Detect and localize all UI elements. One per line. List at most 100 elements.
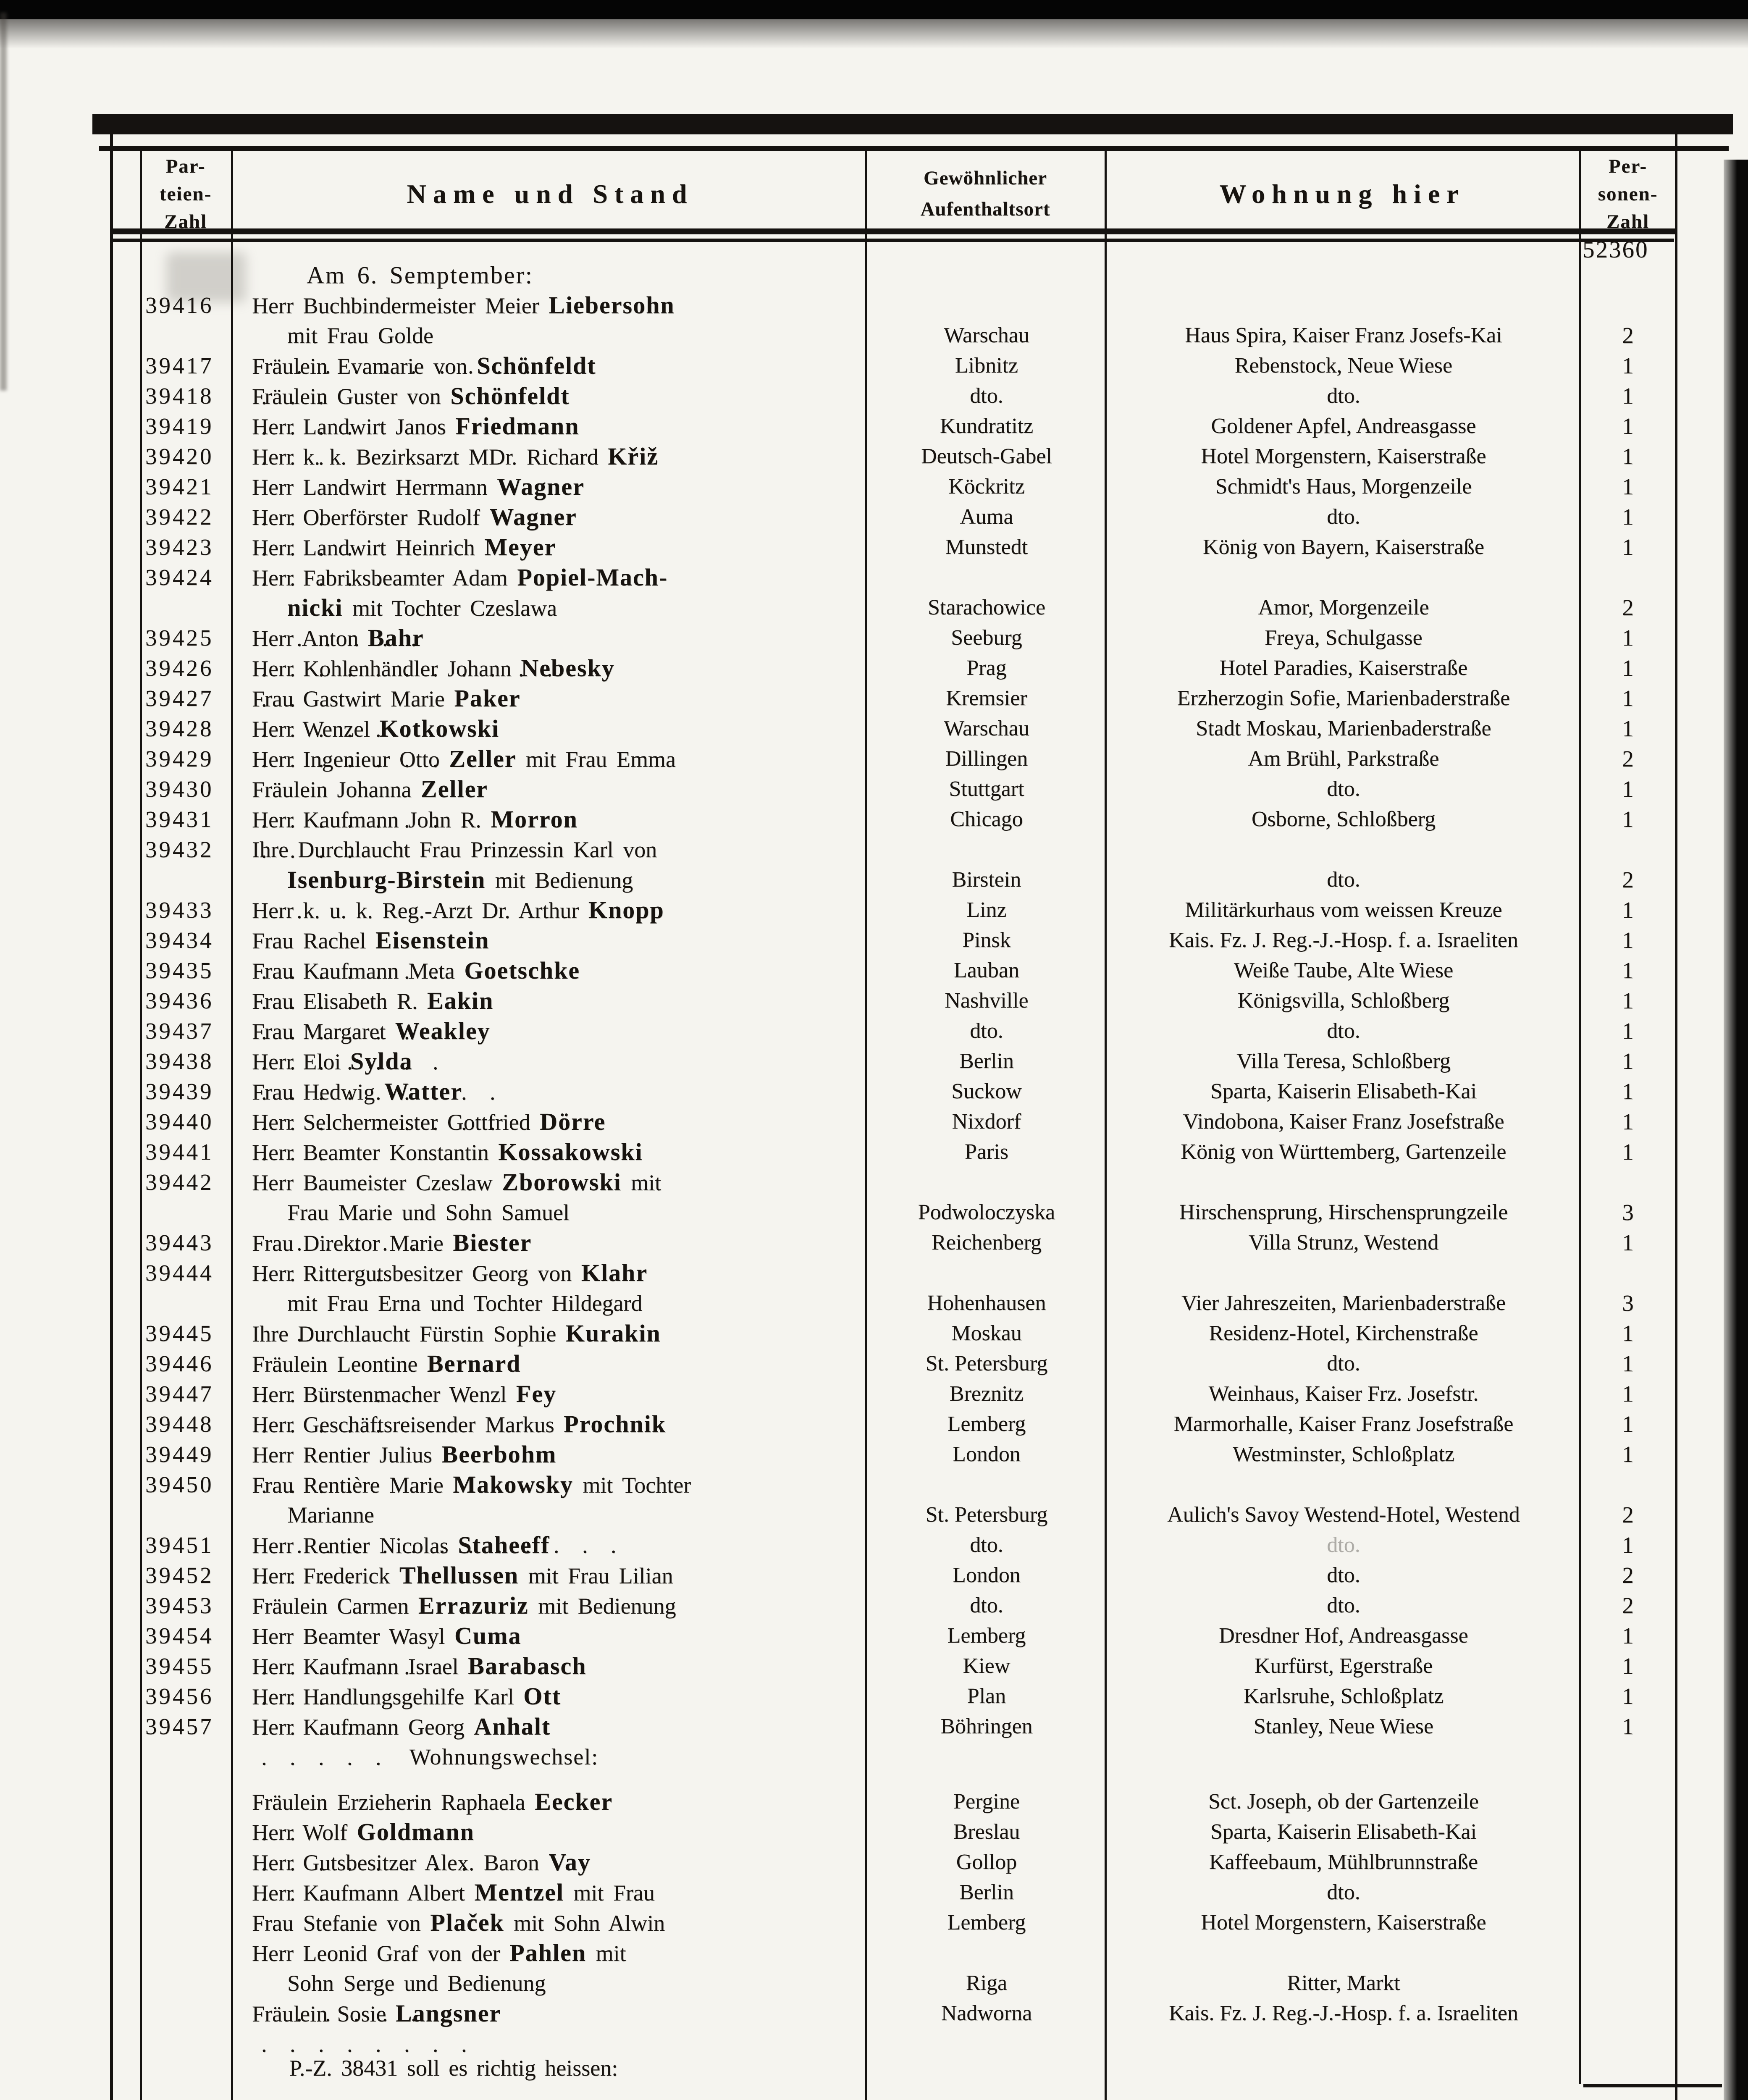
entry-personenzahl: 2 — [1622, 867, 1634, 892]
dot-leader: . . . . — [261, 414, 360, 439]
entry-parteienzahl: 39433 — [145, 897, 214, 923]
table-row: 39454 Herr Beamter Wasyl Cuma. . . . . .L… — [0, 1621, 1748, 1679]
entry-aufenthaltsort: Nashville — [945, 989, 1029, 1013]
entry-aufenthaltsort: Dillingen — [945, 747, 1028, 771]
entry-parteienzahl: 39432 — [145, 837, 214, 862]
entry-surname: Errazuriz — [418, 1592, 529, 1619]
dot-leader: . . . . — [261, 1563, 360, 1588]
entry-aufenthaltsort: Plan — [967, 1684, 1006, 1708]
entry-name: Frau Gastwirt Marie Paker. . . . . . — [252, 683, 521, 744]
entry-wohnung: Hotel Paradies, Kaiserstraße — [1219, 656, 1468, 680]
column-rule-name-ort — [865, 151, 867, 2100]
entry-wohnung: Kais. Fz. J. Reg.-J.-Hosp. f. a. Israeli… — [1169, 928, 1518, 952]
entry-surname: Vay — [549, 1848, 591, 1876]
entry-aufenthaltsort: Seeburg — [951, 626, 1022, 650]
table-row: Frau Stefanie von Plaček mit Sohn Alwin L… — [0, 1908, 1748, 1938]
entry-parteienzahl: 39421 — [145, 474, 214, 499]
entry-parteienzahl: 39424 — [145, 564, 214, 590]
dot-leader: . . . — [261, 1684, 331, 1709]
entry-aufenthaltsort: Suckow — [951, 1079, 1022, 1103]
table-row: Herr Leonid Graf von der Pahlen mit — [0, 1938, 1748, 1968]
entry-name: Herr Beamter Wasyl Cuma. . . . . . — [252, 1621, 521, 1682]
entry-personenzahl: 1 — [1622, 504, 1634, 530]
table-row: 39438 Herr Eloi Sylda. . . . . . . . . Ber… — [0, 1046, 1748, 1105]
dot-leader: . . . . . . . — [261, 958, 445, 984]
entry-aufenthaltsort: Birstein — [952, 868, 1021, 892]
table-row: 39446 Fräulein Leontine Bernard. . . . . … — [0, 1349, 1748, 1407]
entry-personenzahl: 2 — [1622, 1562, 1634, 1588]
entry-name: Herr Handlungsgehilfe Karl Ott. . . . . — [252, 1681, 561, 1742]
entry-wohnung: Weiße Taube, Alte Wiese — [1234, 958, 1454, 982]
entry-aufenthaltsort: Hohenhausen — [927, 1291, 1046, 1315]
entry-surname: Langsner — [395, 2000, 501, 2027]
entry-personenzahl: 1 — [1622, 988, 1634, 1013]
entry-surname: Zeller — [449, 745, 517, 772]
entry-wohnung: Vindobona, Kaiser Franz Josefstraße — [1183, 1110, 1504, 1134]
dot-leader: . . . . — [261, 535, 360, 560]
header-parteien-line2: teien- — [159, 183, 212, 205]
table-row: 39431 Herr Kaufmann John R. Morron. . . .… — [0, 804, 1748, 863]
entry-name: Isenburg-Birstein mit Bedienung. — [287, 865, 633, 926]
entry-parteienzahl: 39447 — [145, 1381, 214, 1407]
entry-surname: Knopp — [588, 896, 664, 924]
dot-leader: . . . . . — [261, 1412, 388, 1437]
dot-leader: . . . — [261, 384, 331, 409]
table-row: mit Frau Erna und Tochter Hildegard. . Ho… — [0, 1288, 1748, 1346]
entry-parteienzahl: 39436 — [145, 988, 214, 1013]
entry-name: Frau Rentière Marie Makowsky mit Tochter — [252, 1471, 691, 1498]
table-row: 39435 Frau Kaufmann Meta Goetschke. . . .… — [0, 956, 1748, 1014]
wohnungswechsel-heading: Wohnungswechsel: — [409, 1744, 599, 1769]
entry-personenzahl: 1 — [1622, 1351, 1634, 1376]
entry-parteienzahl: 39439 — [145, 1079, 214, 1104]
date-heading: Am 6. Semptember: — [307, 261, 533, 289]
entry-personenzahl: 1 — [1622, 716, 1634, 741]
scan-top-fade — [0, 19, 1748, 49]
dot-leader: . . — [261, 1820, 302, 1845]
entry-name: Herr Landwirt Heinrich Meyer. . . . . — [252, 532, 556, 593]
entry-personenzahl: 2 — [1622, 1502, 1634, 1528]
table-row: 39426 Herr Kohlenhändler Johann Nebesky. … — [0, 653, 1748, 711]
entry-surname: Wagner — [489, 503, 577, 530]
entry-parteienzahl: 39420 — [145, 444, 214, 469]
entry-wohnung: dto. — [1327, 1563, 1360, 1587]
entry-personenzahl: 1 — [1622, 776, 1634, 802]
dot-leader: . . . — [261, 444, 331, 470]
dot-leader: . . . . . — [261, 1745, 388, 1770]
entry-name: Herr Rentier Nicolas Staheeff. . . . — [252, 1530, 550, 1591]
entry-aufenthaltsort: Deutsch-Gabel — [921, 444, 1052, 468]
entry-name: Ihre Durchlaucht Fürstin Sophie Kurakin — [252, 1320, 661, 1347]
entry-surname: Plaček — [430, 1909, 504, 1936]
entry-parteienzahl: 39426 — [145, 655, 214, 681]
entry-aufenthaltsort: dto. — [970, 1019, 1003, 1043]
table-row: 39444 Herr Rittergutsbesitzer Georg von K… — [0, 1258, 1748, 1288]
entry-surname: Barabasch — [468, 1652, 587, 1680]
column-rule-number-name — [231, 151, 233, 2100]
entry-wohnung: dto. — [1327, 777, 1360, 801]
entry-name: mit Frau Erna und Tochter Hildegard. . — [287, 1288, 643, 1349]
entry-aufenthaltsort: dto. — [970, 384, 1003, 408]
header-personen-line2: sonen- — [1598, 183, 1658, 205]
entry-parteienzahl: 39451 — [145, 1532, 214, 1558]
entry-surname: nicki — [287, 594, 343, 621]
entry-surname: Fey — [516, 1380, 557, 1407]
entry-aufenthaltsort: Köckritz — [948, 475, 1025, 499]
entry-wohnung: Rebenstock, Neue Wiese — [1234, 354, 1453, 378]
entry-aufenthaltsort: St. Petersburg — [925, 1503, 1048, 1527]
dot-leader: . . . — [261, 505, 331, 530]
table-row: Fräulein Erzieherin Raphaela Eecker. . Pe… — [0, 1787, 1748, 1845]
table-row: 39417 Fräulein Evamarie von Schönfeldt. .… — [0, 351, 1748, 409]
header-name-und-stand: Name und Stand — [407, 179, 694, 209]
entry-personenzahl: 1 — [1622, 444, 1634, 469]
entry-aufenthaltsort: Kremsier — [946, 686, 1027, 710]
dot-leader: . . . . . . — [297, 2001, 452, 2026]
entry-wohnung: Residenz-Hotel, Kirchenstraße — [1209, 1321, 1478, 1345]
entry-surname: Friedmann — [455, 412, 580, 440]
entry-aufenthaltsort: Linz — [966, 898, 1007, 922]
entry-parteienzahl: 39446 — [145, 1351, 214, 1376]
header-aufenthaltsort-line1: Gewöhnlicher — [924, 167, 1047, 189]
entry-surname: Křiž — [608, 443, 659, 470]
table-row: 39434 Frau Rachel Eisenstein. . . . . . .… — [0, 925, 1748, 984]
entry-name: Frau Elisabeth R. Eakin. . . . . . . — [252, 986, 493, 1047]
entry-surname: Isenburg-Birstein — [287, 866, 486, 893]
entry-surname: Prochnik — [564, 1410, 666, 1438]
